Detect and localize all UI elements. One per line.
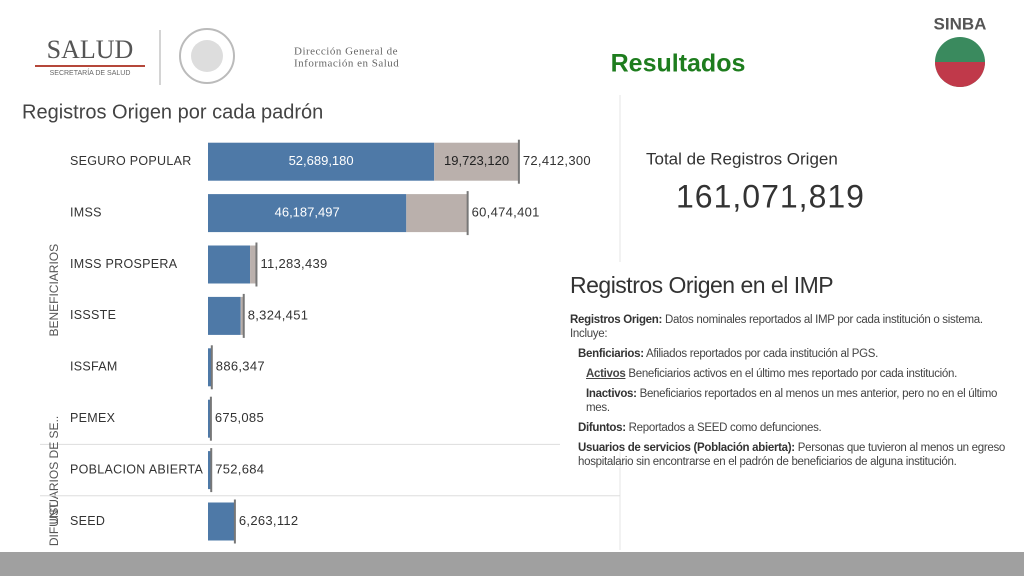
bar-segment	[208, 502, 235, 541]
term: Registros Origen:	[570, 314, 663, 326]
group-label: DIFUNT..	[47, 497, 61, 546]
bar-value-label: 19,723,120	[444, 153, 509, 168]
total-label: 8,324,451	[248, 307, 309, 322]
category-label: ISSFAM	[70, 360, 118, 374]
category-label: IMSS	[70, 205, 102, 219]
bar-segment	[208, 399, 211, 438]
bar-value-label: 46,187,497	[275, 205, 340, 220]
term: Usuarios de servicios (Población abierta…	[578, 442, 795, 454]
total-label: 72,412,300	[523, 153, 591, 168]
group-label: BENEFICIARIOS	[47, 244, 61, 337]
term: Difuntos:	[578, 422, 626, 434]
term: Benficiarios:	[578, 348, 644, 360]
bar-segment	[208, 245, 251, 284]
brand: SINBA	[934, 14, 987, 33]
bar-segment	[240, 296, 244, 335]
definition-text: Beneficiarios activos en el último mes r…	[628, 368, 958, 380]
bar-segment	[208, 296, 241, 335]
group-label: USUARIOS DE SE..	[47, 416, 61, 525]
category-label: SEGURO POPULAR	[70, 154, 192, 168]
definition-text: Personas que tuvieron al menos un egreso…	[578, 442, 1006, 468]
bar-segment	[208, 142, 435, 181]
definition: Activos Beneficiarios activos en el últi…	[570, 367, 1015, 381]
term: Inactivos:	[586, 388, 637, 400]
definition: Benficiarios: Afiliados reportados por c…	[570, 347, 1015, 361]
definition: Usuarios de servicios (Población abierta…	[570, 441, 1015, 469]
chart-title: Registros Origen por cada padrón	[22, 101, 323, 123]
footer-bar	[0, 552, 1024, 576]
summary-label: Total de Registros Origen	[646, 149, 838, 168]
definition: Registros Origen: Datos nominales report…	[570, 313, 1015, 341]
bar-value-label: 52,689,180	[289, 153, 354, 168]
definition: Inactivos: Beneficiarios reportados en a…	[570, 387, 1015, 415]
dept-line: Información en Salud	[294, 58, 399, 70]
slide-title: Resultados	[611, 50, 746, 78]
definitions-box: Registros Origen en el IMP Registros Ori…	[560, 262, 1015, 468]
bar-segment	[406, 194, 468, 233]
total-label: 11,283,439	[260, 256, 327, 271]
bar-segment	[208, 194, 407, 233]
bar-segment	[434, 142, 519, 181]
category-label: SEED	[70, 514, 105, 528]
total-label: 6,263,112	[239, 513, 299, 528]
definitions-title: Registros Origen en el IMP	[570, 272, 834, 298]
definition-text: Reportados a SEED como defunciones.	[628, 422, 822, 434]
category-label: ISSSTE	[70, 308, 116, 322]
bar-segment	[208, 348, 212, 387]
seal	[179, 28, 235, 84]
total-label: 752,684	[215, 462, 264, 477]
category-label: IMSS PROSPERA	[70, 257, 178, 271]
definition-text: Afiliados reportados por cada institució…	[646, 348, 879, 360]
category-label: POBLACION ABIERTA	[70, 462, 204, 476]
definition: Difuntos: Reportados a SEED como defunci…	[570, 421, 1015, 435]
summary-value: 161,071,819	[676, 178, 865, 214]
seal-core	[191, 40, 223, 72]
term: Activos	[586, 368, 626, 380]
logo-text: SALUD	[47, 35, 134, 64]
category-label: PEMEX	[70, 411, 116, 425]
total-label: 675,085	[215, 410, 264, 425]
brand-globe-half	[935, 62, 985, 87]
total-label: 886,347	[216, 359, 265, 374]
total-label: 60,474,401	[472, 205, 540, 220]
definition-text: Beneficiarios reportados en al menos un …	[586, 388, 998, 414]
bar-segment	[250, 245, 257, 284]
logo-subtext: SECRETARÍA DE SALUD	[50, 68, 131, 77]
definition-text: Datos nominales reportados al IMP por ca…	[570, 314, 983, 340]
bar-segment	[208, 451, 212, 490]
dept-line: Dirección General de	[294, 46, 398, 58]
